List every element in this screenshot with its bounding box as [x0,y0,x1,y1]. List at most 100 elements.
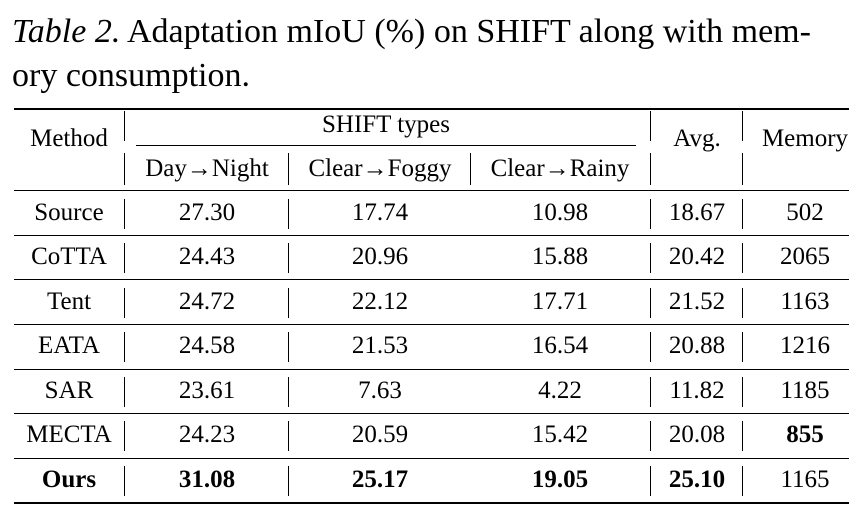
row-value-cell: 20.08 [668,421,726,448]
header-type-clear-rainy: Clear→Rainy [490,155,630,182]
caption-line-2: ory consumption. [12,57,250,94]
column-separator [742,111,744,141]
header-memory: Memory [761,125,849,152]
row-value-cell: 24.58 [178,332,236,359]
caption-line-1: Table 2. Adaptation mIoU (%) on SHIFT al… [12,10,857,54]
row-value-cell: 20.59 [351,421,409,448]
column-separator [124,377,126,407]
column-separator [742,243,744,273]
column-separator [650,421,652,451]
bottom-rule [14,502,849,504]
column-separator [650,377,652,407]
row-value-cell: 27.30 [178,199,236,226]
row-method-cell: SAR [44,377,94,404]
column-separator [650,111,652,141]
row-value-cell: 10.98 [531,199,589,226]
row-value-cell: 20.88 [668,332,726,359]
row-value-cell: 1163 [780,288,830,315]
row-value-cell: 23.61 [178,377,236,404]
row-value-cell: 24.43 [178,243,236,270]
table-caption: Table 2. Adaptation mIoU (%) on SHIFT al… [12,10,857,98]
row-value-cell: 2065 [780,243,830,270]
column-separator [742,288,744,318]
row-value-cell: 22.12 [351,288,409,315]
column-separator [288,243,290,273]
column-separator [124,243,126,273]
column-separator [742,199,744,229]
column-separator [124,288,126,318]
row-value-cell: 502 [786,199,824,226]
row-value-cell: 18.67 [668,199,726,226]
row-method-cell: EATA [38,332,100,359]
column-separator [742,153,744,185]
column-separator [288,377,290,407]
row-rule-2 [14,279,849,280]
header-rule [14,190,849,191]
row-value-cell: 25.17 [351,466,409,493]
column-separator [742,421,744,451]
column-separator [124,466,126,496]
row-value-cell: 17.74 [351,199,409,226]
row-method-cell: CoTTA [31,243,107,270]
row-method-cell: MECTA [26,421,112,448]
row-method-cell: Tent [46,288,92,315]
column-separator [650,332,652,362]
row-value-cell: 15.42 [531,421,589,448]
caption-label: Table 2. [12,13,121,50]
column-separator [288,153,290,185]
top-rule [14,108,849,110]
row-value-cell: 1216 [780,332,830,359]
row-value-cell: 17.71 [531,288,589,315]
column-separator [650,153,652,185]
column-separator [124,111,126,141]
row-value-cell: 31.08 [178,466,236,493]
row-rule-5 [14,413,849,414]
row-rule-4 [14,369,849,370]
row-value-cell: 11.82 [669,377,725,404]
column-separator [650,288,652,318]
header-type-clear-foggy: Clear→Foggy [308,155,452,182]
row-rule-6 [14,458,849,459]
column-separator [650,243,652,273]
header-avg: Avg. [673,125,721,152]
column-separator [124,199,126,229]
row-value-cell: 15.88 [531,243,589,270]
row-method-cell: Ours [41,466,97,493]
row-value-cell: 4.22 [538,377,582,404]
row-value-cell: 24.72 [178,288,236,315]
row-value-cell: 1165 [780,466,830,493]
column-separator [288,288,290,318]
column-separator [288,332,290,362]
row-value-cell: 24.23 [178,421,236,448]
column-separator [742,332,744,362]
row-value-cell: 7.63 [358,377,402,404]
row-value-cell: 21.52 [668,288,726,315]
row-value-cell: 1185 [780,377,830,404]
row-value-cell: 855 [786,421,824,448]
row-value-cell: 25.10 [668,466,726,493]
caption-text-1: Adaptation mIoU (%) on SHIFT along with … [126,13,811,50]
row-rule-1 [14,235,849,236]
column-separator [742,466,744,496]
column-separator [288,466,290,496]
row-rule-3 [14,324,849,325]
column-separator [742,377,744,407]
column-separator [650,466,652,496]
column-separator [650,199,652,229]
group-rule [136,145,636,146]
header-shift-types: SHIFT types [321,111,451,138]
row-value-cell: 16.54 [531,332,589,359]
header-method: Method [30,125,108,152]
column-separator [124,153,126,185]
column-separator [288,199,290,229]
row-method-cell: Source [34,199,104,226]
header-type-day-night: Day→Night [145,155,269,182]
row-value-cell: 21.53 [351,332,409,359]
row-value-cell: 20.42 [668,243,726,270]
column-separator [124,421,126,451]
row-value-cell: 19.05 [531,466,589,493]
column-separator [124,332,126,362]
column-separator [470,153,472,185]
row-value-cell: 20.96 [351,243,409,270]
column-separator [288,421,290,451]
